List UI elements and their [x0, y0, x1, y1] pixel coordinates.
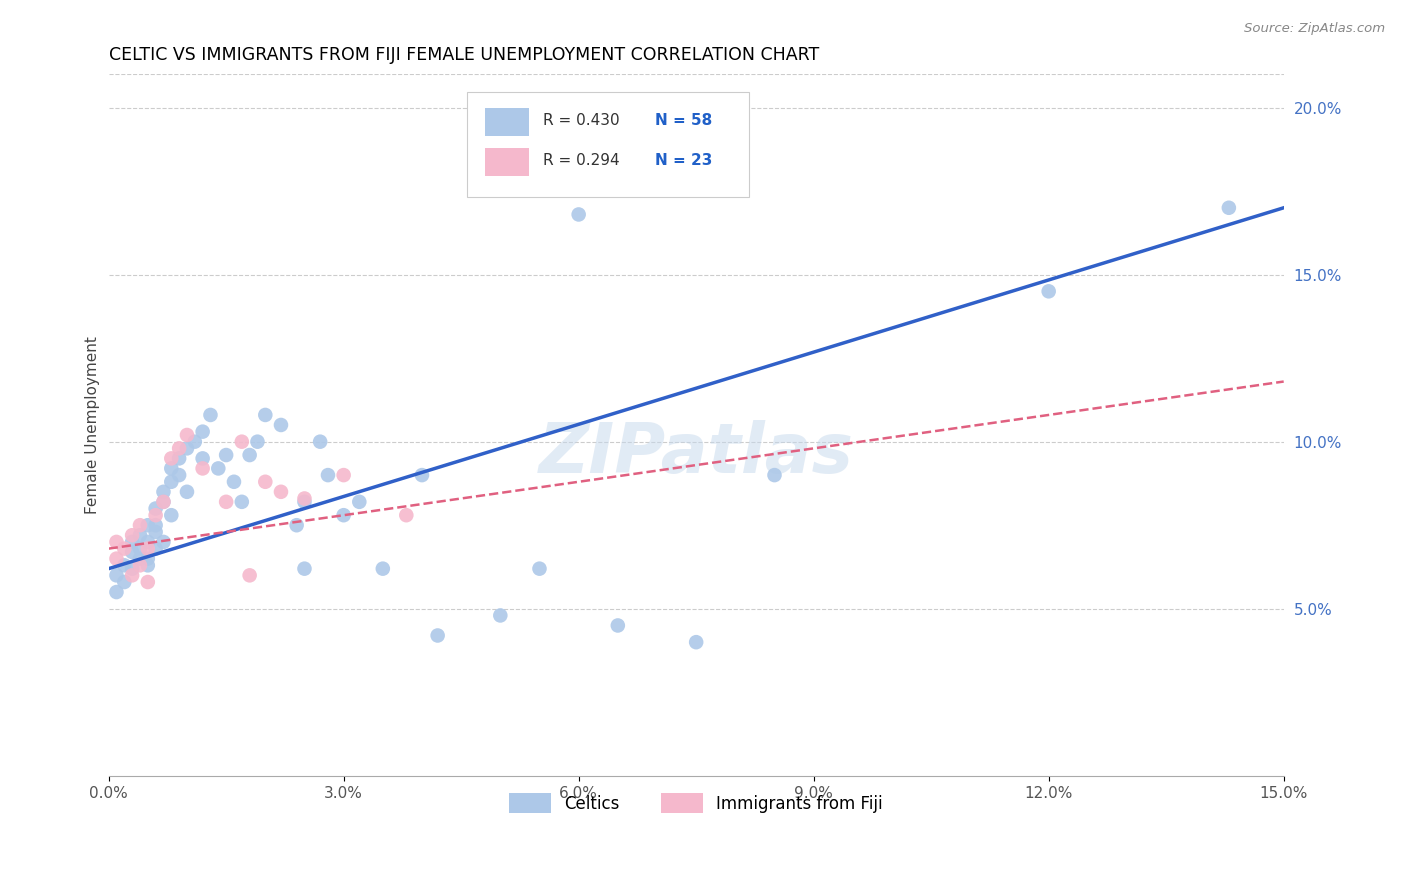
Text: Source: ZipAtlas.com: Source: ZipAtlas.com [1244, 22, 1385, 36]
Point [371, 562, 394, 576]
Point [1218, 201, 1240, 215]
Point [215, 448, 238, 462]
Point [152, 484, 174, 499]
Point [285, 518, 308, 533]
Point [145, 501, 167, 516]
Point [254, 475, 277, 489]
Point [105, 535, 128, 549]
Point [136, 574, 159, 589]
Point [222, 475, 245, 489]
Point [121, 545, 143, 559]
Point [160, 508, 183, 523]
Point [160, 475, 183, 489]
Point [316, 468, 339, 483]
Point [136, 535, 159, 549]
Point [191, 461, 214, 475]
Text: CELTIC VS IMMIGRANTS FROM FIJI FEMALE UNEMPLOYMENT CORRELATION CHART: CELTIC VS IMMIGRANTS FROM FIJI FEMALE UN… [108, 46, 818, 64]
Point [167, 442, 190, 456]
Text: R = 0.294: R = 0.294 [543, 153, 620, 168]
Point [309, 434, 332, 449]
Bar [485, 108, 529, 136]
FancyBboxPatch shape [467, 92, 749, 197]
Point [239, 448, 262, 462]
Point [145, 518, 167, 533]
Text: N = 23: N = 23 [655, 153, 713, 168]
Point [191, 451, 214, 466]
Point [167, 451, 190, 466]
Point [152, 495, 174, 509]
Point [270, 417, 292, 432]
Point [1038, 285, 1060, 299]
Point [129, 558, 152, 573]
Point [121, 568, 143, 582]
Point [176, 484, 198, 499]
Point [152, 535, 174, 549]
Point [136, 558, 159, 573]
Point [426, 628, 449, 642]
Y-axis label: Female Unemployment: Female Unemployment [86, 336, 100, 514]
Point [136, 551, 159, 566]
Point [332, 508, 354, 523]
Point [606, 618, 628, 632]
Point [121, 528, 143, 542]
Bar [485, 148, 529, 176]
Text: R = 0.430: R = 0.430 [543, 113, 620, 128]
Point [112, 541, 135, 556]
Point [105, 568, 128, 582]
Point [395, 508, 418, 523]
Point [145, 524, 167, 539]
Point [129, 518, 152, 533]
Point [136, 518, 159, 533]
Point [129, 528, 152, 542]
Point [167, 468, 190, 483]
Point [112, 574, 135, 589]
Point [112, 558, 135, 573]
Point [136, 541, 159, 556]
Point [145, 508, 167, 523]
Point [200, 408, 222, 422]
Text: ZIPatlas: ZIPatlas [538, 419, 853, 486]
Point [294, 491, 316, 506]
Point [239, 568, 262, 582]
Point [270, 484, 292, 499]
Point [231, 434, 253, 449]
Point [411, 468, 433, 483]
Point [145, 541, 167, 556]
Point [294, 562, 316, 576]
Point [231, 495, 253, 509]
Point [294, 495, 316, 509]
Point [568, 207, 591, 221]
Point [105, 585, 128, 599]
Point [254, 408, 277, 422]
Point [332, 468, 354, 483]
Point [489, 608, 512, 623]
Point [246, 434, 269, 449]
Legend: Celtics, Immigrants from Fiji: Celtics, Immigrants from Fiji [503, 787, 890, 820]
Point [160, 461, 183, 475]
Point [685, 635, 707, 649]
Point [215, 495, 238, 509]
Point [184, 434, 207, 449]
Point [121, 535, 143, 549]
Point [191, 425, 214, 439]
Point [207, 461, 229, 475]
Point [763, 468, 786, 483]
Point [129, 551, 152, 566]
Point [152, 495, 174, 509]
Point [176, 442, 198, 456]
Point [105, 551, 128, 566]
Text: N = 58: N = 58 [655, 113, 713, 128]
Point [129, 541, 152, 556]
Point [160, 451, 183, 466]
Point [121, 562, 143, 576]
Point [349, 495, 371, 509]
Point [176, 428, 198, 442]
Point [529, 562, 551, 576]
